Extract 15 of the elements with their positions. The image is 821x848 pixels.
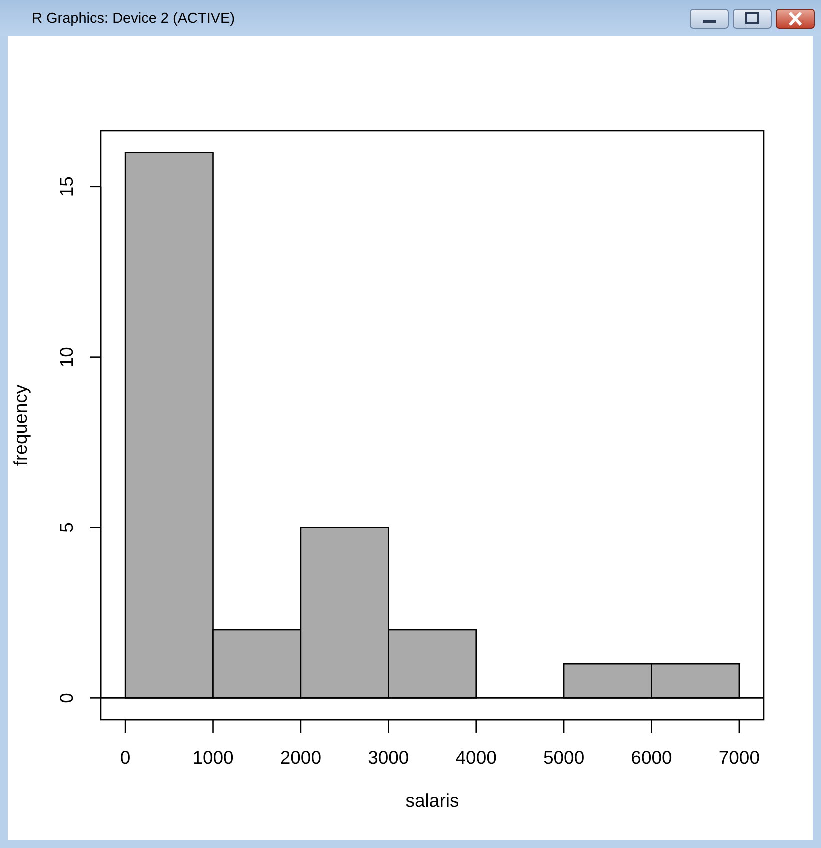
x-tick-label: 7000 xyxy=(718,747,760,768)
x-tick-label: 2000 xyxy=(280,747,322,768)
x-tick-label: 4000 xyxy=(456,747,497,768)
x-tick-label: 1000 xyxy=(192,747,234,768)
x-tick-label: 6000 xyxy=(631,747,672,768)
x-axis-title: salaris xyxy=(406,790,460,811)
y-tick-label: 15 xyxy=(56,176,77,198)
y-tick-label: 10 xyxy=(56,347,77,368)
y-axis-title: frequency xyxy=(10,384,31,466)
y-tick-label: 5 xyxy=(56,522,77,533)
text: R Graphics: Device 2 (ACTIVE) xyxy=(32,11,236,27)
y-tick-label: 0 xyxy=(56,693,77,704)
x-tick-label: 3000 xyxy=(368,747,410,768)
x-tick-label: 0 xyxy=(120,747,131,768)
x-tick-label: 5000 xyxy=(543,747,585,768)
